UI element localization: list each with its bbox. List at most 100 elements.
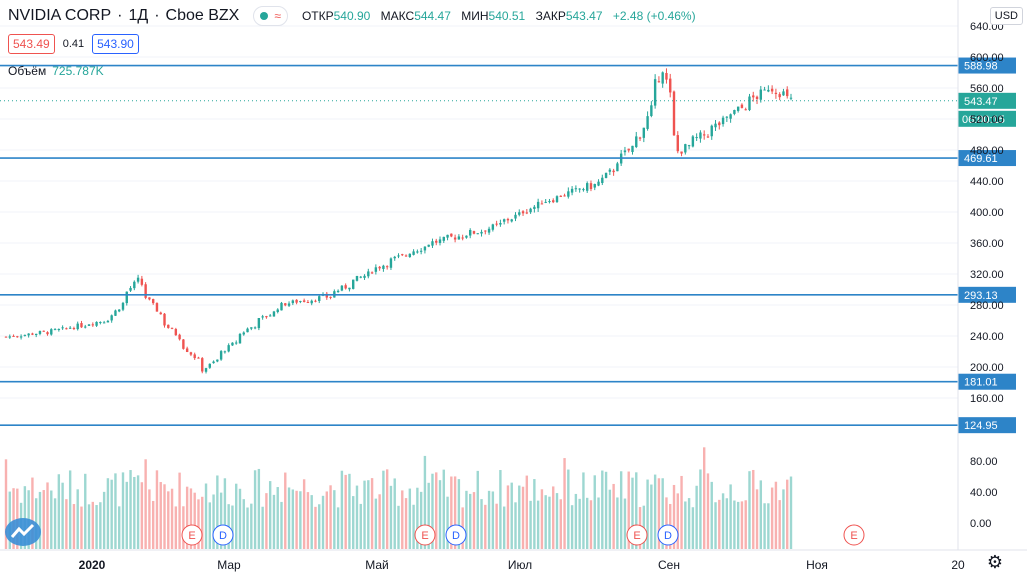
- candle-body: [84, 326, 87, 328]
- candle-body: [193, 354, 196, 359]
- volume-bar: [401, 490, 404, 549]
- candle-body: [265, 316, 268, 318]
- candle-body: [46, 332, 49, 335]
- price-tick-label: 600.00: [970, 52, 1004, 64]
- event-label: E: [850, 530, 857, 542]
- candle-body: [536, 201, 540, 209]
- indicator-toggle[interactable]: ≈: [253, 6, 288, 26]
- volume-bar: [650, 484, 653, 549]
- price-tick-label: 160.00: [970, 393, 1004, 405]
- volume-bar: [287, 487, 291, 549]
- volume-bar: [431, 473, 434, 549]
- volume-bar: [299, 491, 302, 549]
- chart-header: NVIDIA CORP · 1Д · Cboe BZX ≈ ОТКР540.90…: [8, 6, 703, 26]
- candle-body: [140, 278, 144, 285]
- bid-button[interactable]: 543.49: [8, 34, 55, 54]
- tradingview-logo-icon[interactable]: [4, 517, 42, 547]
- candle-body: [446, 234, 449, 238]
- candle-body: [329, 296, 332, 298]
- volume-bar: [691, 507, 695, 549]
- volume-bar: [540, 489, 544, 549]
- symbol-title[interactable]: NVIDIA CORP: [8, 7, 112, 24]
- candle-body: [706, 136, 710, 138]
- volume-bar: [748, 471, 751, 549]
- candle-body: [612, 170, 615, 173]
- event-circle: [181, 524, 203, 546]
- candle-body: [268, 315, 272, 317]
- candle-body: [767, 89, 770, 92]
- settings-gear-icon[interactable]: ⚙: [986, 552, 1003, 572]
- volume-bar: [363, 480, 366, 549]
- event-label: D: [664, 530, 672, 542]
- volume-bar: [65, 499, 68, 549]
- volume-bar: [435, 472, 438, 549]
- candle-body: [676, 135, 679, 152]
- volume-bar: [80, 506, 83, 549]
- volume-bar: [46, 482, 49, 549]
- volume-bar: [672, 484, 676, 549]
- volume-bar: [635, 472, 638, 549]
- candle-body: [763, 89, 766, 91]
- volume-bar: [563, 458, 566, 549]
- time-axis-label: Сен: [658, 558, 680, 572]
- candle-body: [427, 244, 430, 247]
- candle-body: [721, 117, 725, 125]
- volume-bar: [740, 501, 744, 549]
- price-tick-label: 360.00: [970, 238, 1004, 250]
- candle-body: [453, 237, 457, 240]
- event-label: D: [452, 530, 460, 542]
- candle-body: [635, 136, 638, 148]
- volume-bar: [514, 502, 517, 549]
- candle-body: [182, 339, 185, 349]
- volume-bar: [763, 503, 766, 549]
- volume-bar: [608, 489, 612, 549]
- event-circle: [657, 524, 679, 546]
- volume-bar: [197, 499, 200, 549]
- time-axis-label: Мар: [217, 558, 241, 572]
- countdown-tag: [958, 110, 1016, 127]
- candle-body: [484, 230, 487, 232]
- volume-bar: [476, 470, 479, 549]
- volume-bar: [495, 503, 498, 549]
- candle-body: [582, 189, 585, 191]
- candle-body: [733, 110, 736, 114]
- candle-body: [378, 266, 381, 269]
- candle-body: [261, 316, 264, 318]
- candle-body: [521, 211, 525, 214]
- price-tick-label: 520.00: [970, 114, 1004, 126]
- candle-body: [669, 78, 672, 93]
- candle-body: [487, 228, 491, 233]
- candle-body: [302, 300, 306, 302]
- volume-bar: [676, 493, 679, 549]
- candle-body: [714, 123, 717, 128]
- volume-bar: [665, 497, 668, 549]
- currency-button[interactable]: USD: [989, 7, 1023, 25]
- volume-bar: [510, 482, 513, 549]
- candle-body: [382, 265, 385, 269]
- volume-bar: [518, 485, 521, 549]
- volume-bar: [102, 491, 106, 549]
- candle-body: [699, 132, 702, 139]
- earnings-marker: E: [843, 524, 865, 546]
- interval-label[interactable]: 1Д: [128, 7, 149, 24]
- candle-body: [272, 311, 276, 317]
- price-tick-label: 440.00: [970, 176, 1004, 188]
- volume-bar: [548, 496, 551, 549]
- candle-body: [31, 333, 34, 335]
- candle-body: [185, 348, 189, 353]
- volume-bar: [385, 469, 389, 549]
- candle-body: [533, 206, 536, 209]
- candle-body: [344, 285, 347, 289]
- volume-bar: [574, 493, 578, 549]
- volume-bar: [329, 485, 332, 549]
- candle-body: [167, 324, 170, 328]
- event-circle: [626, 524, 648, 546]
- candle-body: [340, 285, 344, 291]
- volume-bars: [4, 447, 793, 549]
- volume-bar: [114, 473, 117, 549]
- volume-bar: [348, 473, 351, 549]
- ask-button[interactable]: 543.90: [92, 34, 139, 54]
- candle-body: [174, 329, 178, 336]
- candle-body: [740, 104, 744, 108]
